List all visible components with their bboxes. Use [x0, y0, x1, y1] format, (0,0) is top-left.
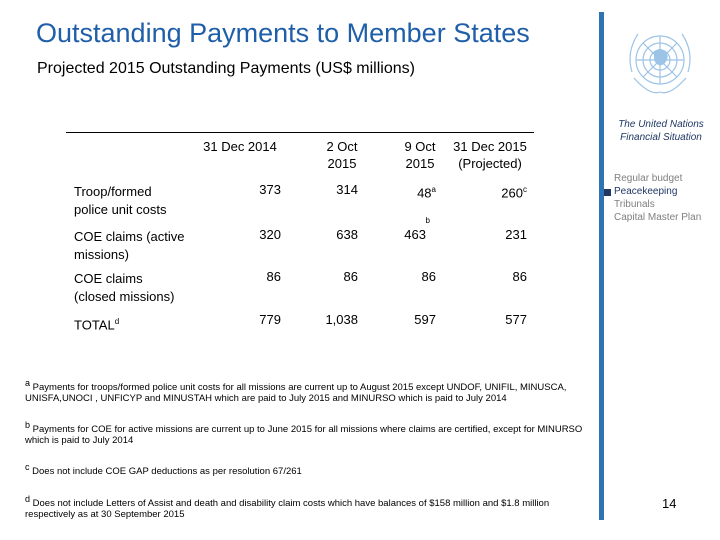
row-label-text: COE claims (closed missions)	[74, 271, 175, 304]
row-label-text: TOTAL	[74, 317, 115, 333]
footnote-text: Does not include COE GAP deductions as p…	[32, 466, 302, 478]
cell-value: 597	[414, 312, 436, 327]
cell: 86	[278, 268, 358, 286]
column-header: 9 Oct 2015	[370, 138, 470, 172]
footnote-mark: c	[25, 462, 30, 472]
sidebar-item: Peacekeeping	[614, 186, 678, 197]
cell-value: 463	[404, 227, 426, 242]
footnote-mark: d	[25, 494, 31, 504]
cell: 638	[278, 226, 358, 244]
footnote-mark: c	[523, 185, 527, 194]
cell: 231	[447, 226, 527, 244]
cell: 86	[201, 268, 281, 286]
column-header-line: (Projected)	[458, 156, 522, 171]
footnote-mark: a	[25, 378, 31, 388]
sidebar-item: Regular budget	[614, 173, 683, 184]
cell-value: 1,038	[325, 312, 358, 327]
cell-value: 86	[421, 269, 436, 284]
cell: 86	[447, 268, 527, 286]
cell-value: 86	[266, 269, 281, 284]
row-label-text: Troop/formed police unit costs	[74, 184, 167, 217]
cell: 577	[447, 311, 527, 329]
cell: 1,038	[278, 311, 358, 329]
footnote: d Does not include Letters of Assist and…	[25, 494, 585, 520]
row-label: TOTALd	[74, 313, 186, 334]
cell: 260c	[447, 181, 527, 202]
column-header-line: 31 Dec 2014	[203, 139, 277, 154]
footnote-text: Payments for COE for active missions are…	[25, 424, 583, 447]
column-header: 2 Oct 2015	[292, 138, 392, 172]
cell-value: 86	[343, 269, 358, 284]
cell: 373	[201, 181, 281, 199]
divider	[599, 12, 604, 520]
row-label: COE claims (closed missions)	[74, 270, 186, 306]
sidebar-bullet	[604, 189, 611, 196]
cell: 320	[201, 226, 281, 244]
cell: 86	[356, 268, 436, 286]
row-label-text: COE claims (active missions)	[74, 229, 185, 262]
footnote: b Payments for COE for active missions a…	[25, 420, 585, 446]
column-header-line: 2015	[327, 156, 357, 171]
footnote: c Does not include COE GAP deductions as…	[25, 462, 585, 477]
sidebar-item: Capital Master Plan	[614, 212, 702, 223]
cell-value: 314	[336, 182, 358, 197]
cell-value: 231	[505, 227, 527, 242]
footnote: a Payments for troops/formed police unit…	[25, 378, 585, 404]
footnote-mark: b	[425, 216, 430, 225]
subtitle: Projected 2015 Outstanding Payments (US$…	[37, 60, 415, 77]
column-header-line: 9 Oct	[404, 139, 436, 154]
cell: 779	[201, 311, 281, 329]
column-header-line: 31 Dec 2015	[453, 139, 527, 154]
cell-value: 86	[512, 269, 527, 284]
page-number: 14	[662, 496, 677, 511]
title: Outstanding Payments to Member States	[36, 18, 530, 48]
cell: b 463	[356, 216, 436, 244]
cell-value: 373	[259, 182, 281, 197]
sidebar-item: Tribunals	[614, 199, 655, 210]
cell-value: 320	[259, 227, 281, 242]
cell-value: 48	[417, 185, 432, 201]
column-header-line: 2 Oct	[326, 139, 358, 154]
row-label: Troop/formed police unit costs	[74, 183, 186, 219]
footnote-text: Payments for troops/formed police unit c…	[25, 382, 567, 405]
footnote-mark: a	[431, 185, 436, 194]
cell-value: 779	[259, 312, 281, 327]
cell: 314	[278, 181, 358, 199]
footnote-mark: d	[114, 317, 120, 326]
footnote-mark: b	[25, 420, 31, 430]
un-logo	[629, 33, 691, 94]
cell-value: 260	[501, 185, 523, 201]
row-label: COE claims (active missions)	[74, 228, 186, 264]
column-header: 31 Dec 2014	[190, 138, 290, 155]
footnote-text: Does not include Letters of Assist and d…	[25, 498, 550, 521]
cell: 48a	[356, 181, 436, 202]
table-rule	[66, 132, 534, 133]
column-header: 31 Dec 2015 (Projected)	[440, 138, 540, 172]
sidebar-heading: The United Nations Financial Situation	[618, 119, 704, 143]
cell-value: 577	[505, 312, 527, 327]
column-header-line: 2015	[405, 156, 435, 171]
cell-value: 638	[336, 227, 358, 242]
cell: 597	[356, 311, 436, 329]
